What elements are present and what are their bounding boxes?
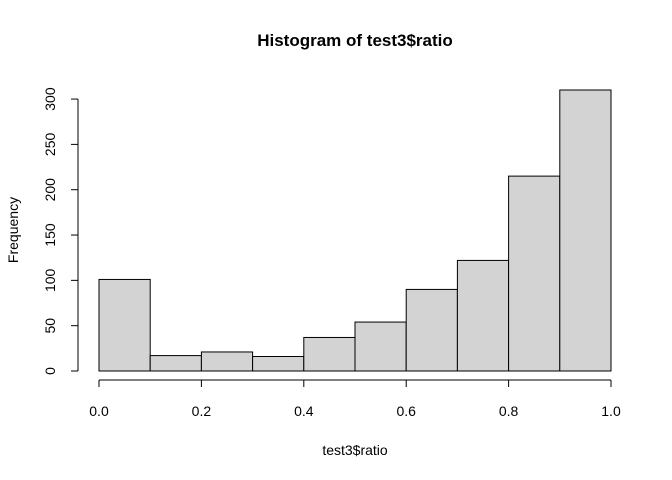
y-tick-label-1: 50 [42,318,58,334]
y-tick-label-2: 100 [42,268,58,292]
histogram-bar-2 [200,351,254,372]
histogram-bar-4 [303,336,356,372]
x-tick-label-1: 0.2 [192,403,212,419]
x-axis: 0.0 0.2 0.4 0.6 0.8 1.0 [89,379,621,419]
histogram-bar-0 [98,278,151,372]
x-tick-label-0: 0.0 [89,403,109,419]
y-axis-label: Frequency [5,197,21,263]
y-tick-label-0: 0 [42,367,58,375]
y-tick-label-3: 150 [42,223,58,247]
histogram-bar-3 [252,355,305,372]
x-axis-label: test3$ratio [322,442,388,458]
y-tick-label-4: 200 [42,178,58,202]
y-tick-label-5: 250 [42,132,58,156]
histogram-bar-6 [405,288,458,372]
bars-group [98,89,612,372]
x-tick-label-2: 0.4 [294,403,314,419]
histogram-bar-8 [508,175,561,372]
x-tick-label-3: 0.6 [396,403,416,419]
histogram-bar-1 [149,355,202,372]
histogram-bar-5 [354,321,407,372]
y-axis: 0 50 100 150 200 250 300 [42,87,79,375]
x-tick-label-5: 1.0 [601,403,621,419]
y-tick-label-6: 300 [42,87,58,111]
histogram-bar-7 [456,259,510,372]
x-tick-label-4: 0.8 [499,403,519,419]
histogram-bar-9 [559,89,612,372]
chart-title: Histogram of test3$ratio [257,31,453,50]
